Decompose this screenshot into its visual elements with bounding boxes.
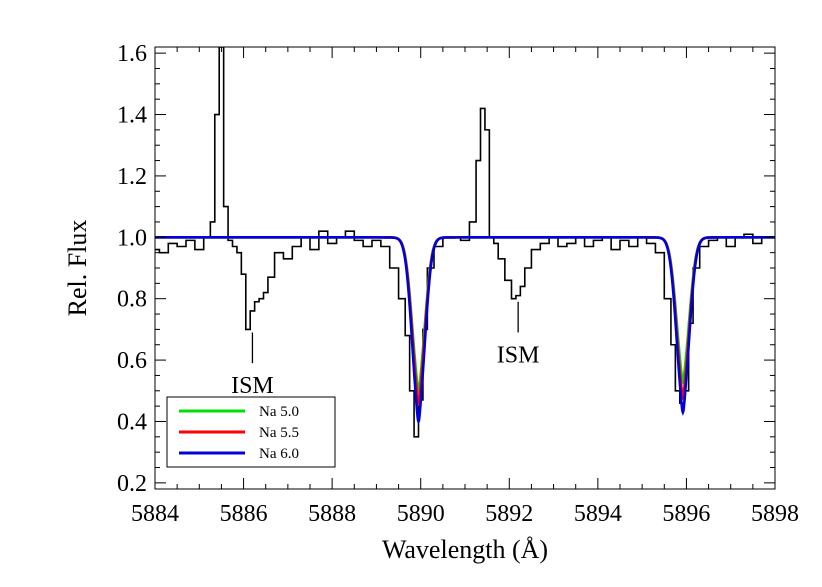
annotations-layer: ISM ISM <box>231 301 540 399</box>
model-line-na-6-0 <box>155 236 775 426</box>
y-tick-label: 1.0 <box>117 225 147 251</box>
legend-entry-label: Na 6.0 <box>259 446 299 462</box>
legend: Na 5.0 Na 5.5 Na 6.0 <box>166 396 336 468</box>
legend-box <box>166 396 336 468</box>
y-tick-label: 0.4 <box>117 409 147 435</box>
ism-annotation-label: ISM <box>497 342 540 368</box>
x-axis-label: Wavelength (Å) <box>382 535 548 564</box>
y-tick-label: 0.8 <box>117 287 147 313</box>
y-tick-label: 0.6 <box>117 348 147 374</box>
y-tick-label: 1.4 <box>117 103 147 129</box>
legend-entry-label: Na 5.0 <box>259 404 299 420</box>
y-axis-label: Rel. Flux <box>63 220 92 317</box>
x-tick-label: 5898 <box>751 501 799 527</box>
x-tick-label: 5894 <box>574 501 622 527</box>
legend-entry-label: Na 5.5 <box>259 425 299 441</box>
x-tick-label: 5890 <box>397 501 445 527</box>
series-layer <box>155 47 775 438</box>
x-tick-label: 5892 <box>485 501 533 527</box>
x-tick-label: 5884 <box>131 501 179 527</box>
x-tick-label: 5888 <box>308 501 356 527</box>
x-tick-label: 5886 <box>220 501 268 527</box>
axis-ticks: 5884 5886 5888 5890 5892 5894 5896 5898 0.2 0.4 0.… <box>117 41 799 527</box>
y-tick-label: 1.6 <box>117 41 147 67</box>
y-tick-label: 1.2 <box>117 164 147 190</box>
model-line-na-5-0 <box>155 236 775 395</box>
x-tick-label: 5896 <box>662 501 710 527</box>
y-tick-label: 0.2 <box>117 471 147 497</box>
ism-annotation-label: ISM <box>231 373 274 399</box>
